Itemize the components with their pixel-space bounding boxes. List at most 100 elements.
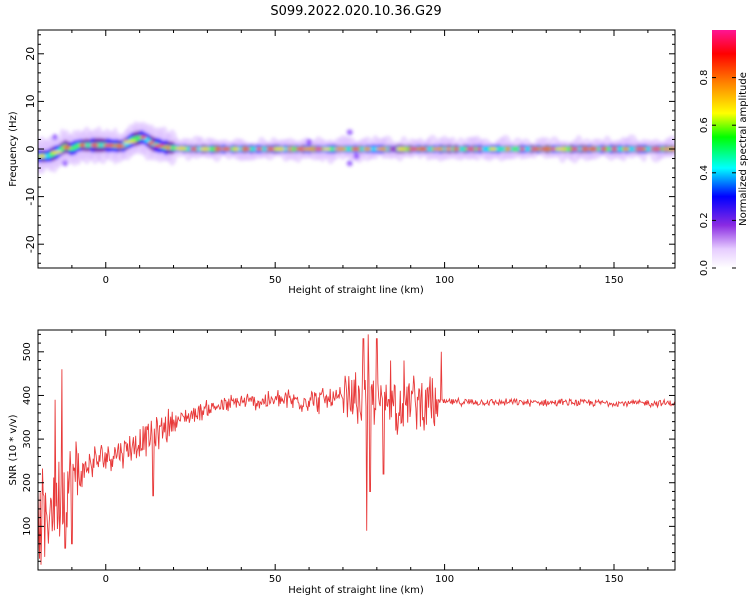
spectrogram-speckle bbox=[306, 138, 313, 145]
spectrogram-peak bbox=[588, 147, 598, 151]
spectrogram-peak bbox=[273, 147, 286, 151]
spectrogram-peak bbox=[444, 147, 453, 151]
spectrogram-peak bbox=[103, 143, 116, 147]
snr-xtick-label: 150 bbox=[604, 574, 623, 585]
spectrogram-peak bbox=[453, 147, 460, 151]
spectrogram-speckle bbox=[390, 146, 397, 152]
spectrogram-peak bbox=[38, 154, 46, 158]
snr-ytick-label: 200 bbox=[22, 473, 33, 492]
spectrogram-peak bbox=[139, 135, 147, 139]
snr-series-line bbox=[38, 334, 675, 565]
colorbar-tick-label: 0.6 bbox=[699, 117, 710, 133]
spectrogram-peak bbox=[431, 147, 445, 151]
spectrogram-image bbox=[38, 120, 675, 175]
spectrogram-xtick-label: 0 bbox=[103, 275, 109, 286]
spectrogram-peak bbox=[214, 147, 223, 151]
spectrogram-peak bbox=[198, 147, 211, 151]
spectrogram-peak bbox=[322, 147, 331, 151]
spectrogram-speckle bbox=[346, 129, 353, 136]
snr-ytick-label: 300 bbox=[22, 430, 33, 449]
spectrogram-peak bbox=[220, 147, 232, 151]
snr-ylabel: SNR (10 * v/v) bbox=[8, 414, 19, 485]
colorbar: 0.0 0.2 0.4 0.6 0.8 Normalized spectral ampl… bbox=[699, 30, 749, 276]
spectrogram-peak bbox=[189, 147, 198, 151]
spectrogram-peak bbox=[165, 146, 172, 150]
spectrogram-ytick-label: 0 bbox=[24, 146, 37, 153]
spectrogram-peak bbox=[649, 147, 663, 151]
figure-title: S099.2022.020.10.36.G29 bbox=[270, 4, 441, 19]
spectrogram-peak bbox=[476, 147, 483, 151]
spectrogram-xtick-label: 150 bbox=[604, 275, 623, 286]
snr-panel: 0 50 100 150 100 200 300 400 500 Height of strai… bbox=[8, 329, 676, 596]
spectrogram-peak bbox=[286, 147, 293, 151]
spectrogram-peak bbox=[569, 147, 579, 151]
spectrogram-peak bbox=[240, 147, 251, 151]
colorbar-gradient bbox=[712, 30, 736, 268]
snr-ytick-label: 100 bbox=[22, 517, 33, 536]
spectrogram-peak bbox=[538, 147, 553, 151]
spectrogram-peak bbox=[232, 147, 240, 151]
colorbar-tick-label: 0.2 bbox=[699, 212, 710, 228]
spectrogram-peak bbox=[90, 143, 99, 147]
spectrogram-peak bbox=[662, 147, 670, 151]
spectrogram-peak bbox=[255, 147, 263, 151]
spectrogram-peak bbox=[122, 140, 137, 144]
spectrogram-peak bbox=[519, 147, 526, 151]
spectrogram-peak bbox=[417, 147, 428, 151]
spectrogram-peak bbox=[549, 147, 558, 151]
spectrogram-xtick-label: 100 bbox=[435, 275, 454, 286]
spectrogram-panel: 0 50 100 150 -20 -10 0 10 20 Height of straight … bbox=[8, 29, 676, 296]
spectrogram-ticks: 0 50 100 150 -20 -10 0 10 20 bbox=[24, 30, 675, 286]
colorbar-tick-label: 0.8 bbox=[699, 70, 710, 86]
spectrogram-peak bbox=[599, 147, 608, 151]
snr-ticks: 0 50 100 150 100 200 300 400 500 bbox=[22, 330, 675, 585]
spectrogram-peak bbox=[489, 147, 497, 151]
snr-xtick-label: 0 bbox=[103, 574, 109, 585]
spectrogram-peak bbox=[363, 147, 372, 151]
spectrogram-xlabel: Height of straight line (km) bbox=[288, 285, 424, 296]
spectrogram-peak bbox=[153, 144, 166, 148]
spectrogram-speckle bbox=[62, 160, 69, 167]
spectrogram-peak bbox=[333, 147, 347, 151]
spectrogram-peak bbox=[465, 147, 476, 151]
colorbar-label: Normalized spectral amplitude bbox=[738, 72, 749, 226]
colorbar-ticks: 0.0 0.2 0.4 0.6 0.8 bbox=[699, 70, 736, 276]
spectrogram-peak bbox=[50, 150, 63, 154]
spectrogram-peak bbox=[313, 147, 325, 151]
spectrogram-peak bbox=[407, 147, 421, 151]
spectrogram-peak bbox=[634, 147, 647, 151]
snr-ytick-label: 500 bbox=[22, 342, 33, 361]
spectrogram-peak bbox=[610, 147, 618, 151]
spectrogram-peak bbox=[147, 141, 155, 145]
spectrogram-peak bbox=[350, 147, 361, 151]
spectrogram-ytick-label: 20 bbox=[24, 47, 37, 61]
spectrogram-peak bbox=[504, 147, 512, 151]
colorbar-tick-label: 0.4 bbox=[699, 165, 710, 181]
spectrogram-peak bbox=[554, 147, 568, 151]
spectrogram-ylabel: Frequency (Hz) bbox=[8, 111, 19, 187]
spectrogram-peak bbox=[580, 147, 591, 151]
spectrogram-peak bbox=[62, 145, 71, 149]
spectrogram-peak bbox=[302, 147, 316, 151]
snr-ytick-label: 400 bbox=[22, 386, 33, 405]
spectrogram-peak bbox=[174, 146, 188, 150]
spectrogram-peak bbox=[375, 147, 388, 151]
spectrogram-peak bbox=[394, 147, 408, 151]
snr-xlabel: Height of straight line (km) bbox=[288, 585, 424, 596]
spectrogram-ytick-label: -20 bbox=[24, 235, 37, 253]
spectrogram-xtick-label: 50 bbox=[269, 275, 282, 286]
snr-frame bbox=[37, 329, 676, 571]
snr-xtick-label: 100 bbox=[435, 574, 454, 585]
spectrogram-peak bbox=[114, 144, 125, 148]
spectrogram-speckle bbox=[353, 153, 360, 160]
colorbar-tick-label: 0.0 bbox=[699, 260, 710, 276]
spectrogram-blobs bbox=[38, 120, 675, 175]
spectrogram-speckle bbox=[51, 134, 58, 141]
spectrogram-speckle bbox=[346, 160, 353, 167]
spectrogram-peak bbox=[529, 147, 541, 151]
spectrogram-ytick-label: -10 bbox=[24, 188, 37, 206]
spectrogram-ytick-label: 10 bbox=[24, 94, 37, 108]
snr-xtick-label: 50 bbox=[269, 574, 282, 585]
spectrogram-peak bbox=[79, 143, 86, 147]
